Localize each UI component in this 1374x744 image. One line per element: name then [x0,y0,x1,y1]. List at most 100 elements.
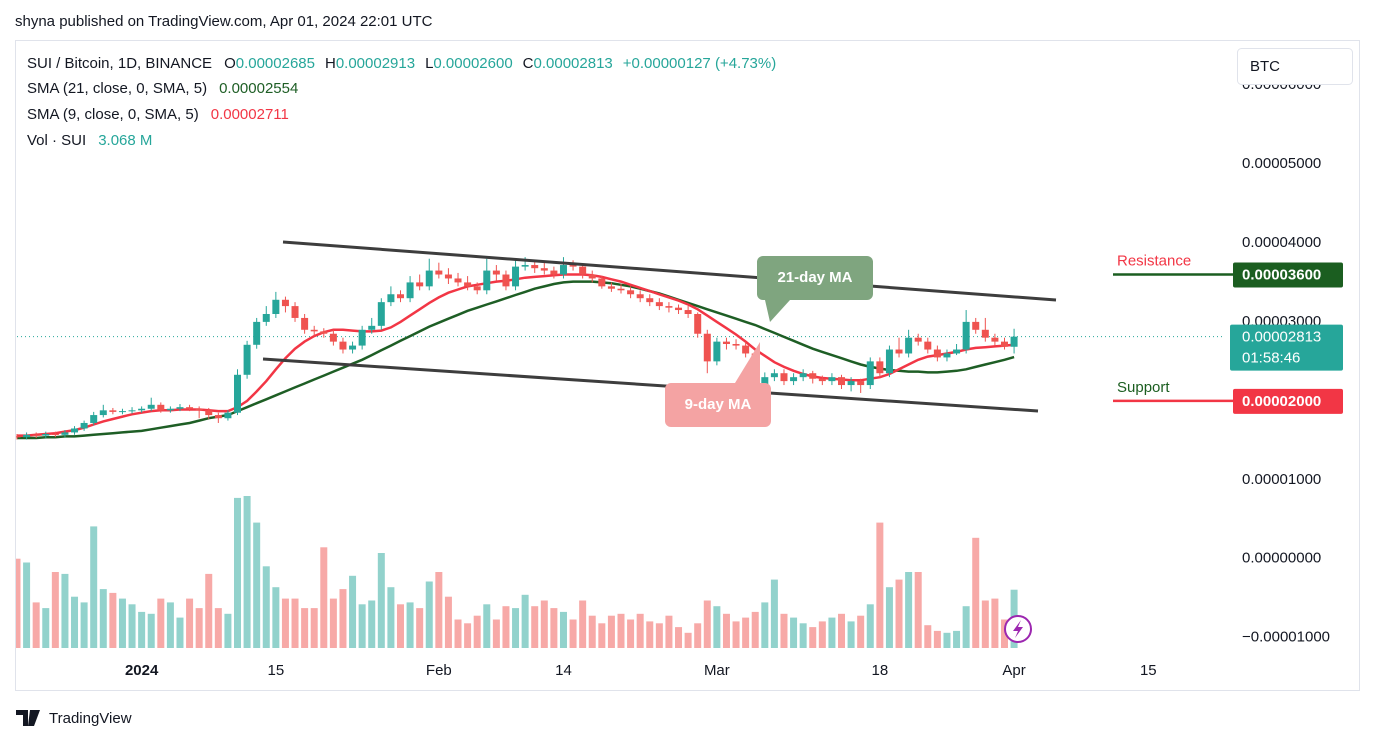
volume-bar [866,604,874,648]
volume-bar [118,598,126,648]
candle-body [962,321,970,350]
candle-body [627,290,635,295]
volume-bar [761,602,769,648]
candle-body [195,408,203,411]
volume-bar [770,579,778,648]
volume-bar [540,600,548,648]
drawings: 21-day MA 9-day MA [262,240,1057,643]
volume-bar [253,522,261,648]
volume-bar [617,613,625,648]
candle-body [90,415,98,423]
volume-bar [138,611,146,648]
volume-bar [559,611,567,648]
legend-value: 3.068 M [98,132,152,149]
legend-value: 0.00002554 [219,80,298,97]
volume-bar [905,572,913,648]
volume-bar [924,625,932,648]
volume-bar [435,572,443,648]
x-tick-label: 14 [555,662,572,679]
callout-tail [765,300,790,322]
currency-button[interactable] [1237,48,1353,85]
volume-bar [550,608,558,648]
candle-body [924,341,932,350]
volume-bar [186,598,194,648]
volume-pane [16,496,1018,648]
candle-body [358,329,366,346]
y-tick-label: −0.00001000 [1242,629,1330,646]
legend-row: Vol · SUI 3.068 M [27,132,152,149]
volume-bar [262,566,270,648]
candle-body [492,270,500,275]
candle-body [905,337,913,354]
volume-bar [80,602,88,648]
candle-body [339,341,347,350]
price-label: 0.00002813 [1242,329,1321,346]
alert-icon-bolt [1013,620,1023,638]
volume-bar [838,613,846,648]
volume-bar [51,572,59,648]
candle-body [416,282,424,287]
candle-body [790,377,798,382]
volume-bar [358,604,366,648]
candle-body [138,408,146,411]
candle-body [521,265,529,267]
volume-bar [195,608,203,648]
legend-name: SMA (21, close, 0, SMA, 5) [27,80,207,97]
candle-body [703,333,711,362]
candle-body [895,349,903,354]
candle-body [71,428,79,433]
volume-bar [579,600,587,648]
logo [16,710,40,726]
legend-value: 0.00002600 [433,55,512,72]
volume-bar [684,632,692,648]
candle-body [675,307,683,311]
legend-row: SMA (9, close, 0, SMA, 5) 0.00002711 [27,106,289,123]
sma-line [17,280,1015,440]
candle-body [617,288,625,291]
volume-bar [147,613,155,648]
footer-brand: TradingView [49,710,132,727]
candle-body [847,381,855,386]
callout-box [665,383,771,427]
volume-bar [281,598,289,648]
volume-bar [406,602,414,648]
callout-box [757,256,873,300]
volume-bar [243,496,251,648]
y-tick-label: 0.00001000 [1242,471,1321,488]
volume-bar [799,623,807,648]
volume-bar [176,617,184,648]
legend-row: SMA (21, close, 0, SMA, 5) 0.00002554 [27,80,298,97]
volume-bar [310,608,318,648]
volume-bar [953,630,961,648]
legend-key: O [224,55,236,72]
candle-body [588,274,596,279]
candle-body [502,274,510,287]
x-tick-label: 15 [268,662,285,679]
volume-bar [598,623,606,648]
candle-body [234,374,242,413]
volume-bar [473,615,481,648]
candle-body [722,341,730,344]
candle-body [23,434,31,438]
volume-bar [301,608,309,648]
candle-body [818,378,826,382]
volume-bar [454,619,462,648]
candle-body [770,373,778,378]
volume-bar [847,621,855,648]
x-tick-label: Feb [426,662,452,679]
volume-bar [521,594,529,648]
volume-bar [885,587,893,648]
candle-body [61,432,69,435]
legend-key: H [325,55,336,72]
level-box [1233,388,1343,414]
volume-bar [157,598,165,648]
volume-bar [991,598,999,648]
candle-body [540,268,548,271]
legend-name: Vol · SUI [27,132,86,149]
candle-body [147,404,155,409]
legend-symbol: SUI / Bitcoin, 1D, BINANCE [27,55,212,72]
volume-bar [675,627,683,648]
candle-body [885,349,893,374]
legend-value: 0.00002913 [336,55,415,72]
